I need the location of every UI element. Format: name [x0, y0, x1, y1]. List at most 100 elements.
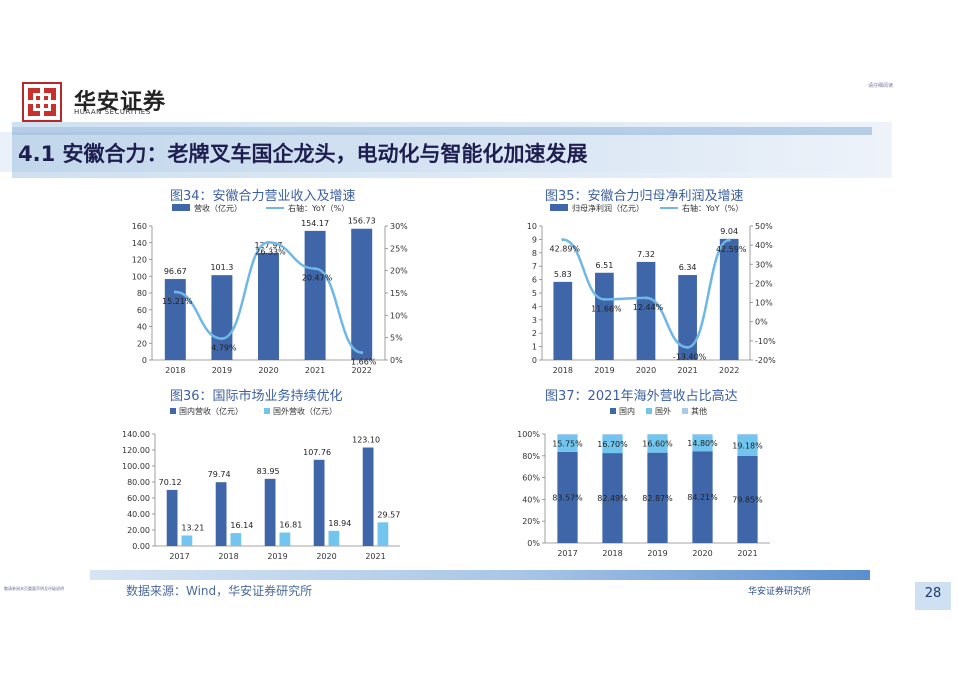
yoy-point-2022: [727, 238, 731, 242]
bar-2022: [351, 228, 373, 360]
x-tick-label: 2019: [212, 366, 232, 375]
bar-value-label: 13.21: [181, 523, 204, 532]
y-tick-label: 0: [142, 356, 147, 365]
x-tick-label: 2017: [557, 549, 577, 558]
footer-bar: [90, 570, 870, 580]
stack-1-2017: [557, 434, 578, 452]
x-tick-label: 2020: [692, 549, 712, 558]
yoy-value-label: 42.89%: [550, 245, 581, 254]
y2-tick-label: 5%: [390, 334, 403, 343]
y2-tick-label: 20%: [755, 279, 773, 288]
banner-band: [12, 127, 872, 135]
legend-swatch-domestic: [170, 408, 176, 414]
yoy-value-label: -13.40%: [673, 352, 707, 361]
stack-value-label: 16.70%: [597, 440, 628, 449]
bar-value-label: 5.83: [554, 270, 572, 279]
bar-value-label: 70.12: [159, 478, 182, 487]
legend-label-0: 国内: [619, 406, 635, 416]
bar-2022: [719, 238, 739, 360]
legend-label-line: 右轴：YoY（%）: [288, 203, 349, 213]
chart-title-37: 图37：2021年海外营收占比高达: [545, 389, 738, 404]
yoy-value-label: 42.59%: [716, 245, 747, 254]
bar-domestic-2020: [313, 459, 325, 546]
y-tick-label: 3: [532, 316, 537, 325]
x-tick-label: 2020: [258, 366, 278, 375]
legend-label-bar: 营收（亿元）: [194, 203, 242, 213]
x-tick-label: 2021: [737, 549, 757, 558]
y-tick-label: 1: [532, 343, 537, 352]
chart-revenue-growth: 营收（亿元） 右轴：YoY（%） 0 20 40 60 80 100 120 140 160 0% 5%…: [132, 203, 408, 375]
y-tick-label: 80%: [522, 452, 540, 461]
y-tick-label: 0%: [527, 539, 540, 548]
chart-title-34: 图34：安徽合力营业收入及增速: [170, 189, 356, 204]
y-tick-label: 60%: [522, 474, 540, 483]
bar-2019: [595, 272, 614, 360]
y-tick-label: 100: [132, 272, 147, 281]
stack-1-2021: [737, 435, 758, 456]
stack-1-2019: [647, 434, 668, 453]
legend-swatch-0: [610, 408, 616, 414]
bar-2018: [164, 279, 186, 360]
bar-domestic-2018: [215, 482, 227, 546]
yoy-value-label: 4.79%: [211, 344, 237, 353]
x-tick-label: 2020: [636, 366, 656, 375]
legend-swatch-bar: [550, 204, 568, 211]
yoy-value-label: 12.44%: [633, 303, 664, 312]
y-tick-label: 4: [532, 302, 537, 311]
y-tick-label: 0: [532, 356, 537, 365]
stack-0-2019: [647, 452, 668, 543]
yoy-point-2022: [360, 351, 364, 355]
bar-value-label: 16.81: [279, 521, 302, 530]
stack-2-2019: [647, 434, 668, 435]
bar-value-label: 107.76: [303, 448, 331, 457]
bar-domestic-2017: [166, 489, 178, 546]
x-tick-label: 2018: [218, 552, 238, 561]
yoy-point-2019: [220, 337, 224, 341]
stack-2-2018: [602, 434, 623, 435]
bar-2021: [304, 230, 326, 360]
y2-tick-label: 50%: [755, 222, 773, 231]
stack-2-2017: [557, 434, 578, 435]
bar-value-label: 154.17: [301, 219, 329, 228]
stack-value-label: 14.80%: [687, 439, 718, 448]
y2-tick-label: 10%: [390, 311, 408, 320]
bar-value-label: 156.73: [348, 217, 376, 226]
bar-value-label: 29.57: [377, 510, 400, 519]
yoy-point-2018: [561, 238, 565, 242]
x-tick-label: 2019: [267, 552, 287, 561]
y2-tick-label: 10%: [755, 299, 773, 308]
bar-value-label: 127.97: [255, 241, 283, 250]
stack-1-2020: [692, 435, 713, 452]
yoy-value-label: 26.33%: [255, 247, 286, 256]
legend-label-2: 其他: [691, 406, 707, 416]
y-tick-label: 40%: [522, 495, 540, 504]
chart-title-35: 图35：安徽合力归母净利润及增速: [545, 189, 744, 204]
chart-revenue-share: 国内 国外 其他 0% 20% 40% 60% 80% 100% 83.57% 15.75% 2017…: [517, 406, 770, 558]
yoy-value-label: 11.66%: [591, 304, 622, 313]
stack-value-label: 15.75%: [552, 439, 583, 448]
stack-value-label: 82.87%: [642, 494, 673, 503]
legend-label-1: 国外: [655, 406, 671, 416]
bar-foreign-2018: [230, 533, 242, 546]
y-tick-label: 100.00: [122, 462, 150, 471]
yoy-point-2019: [602, 297, 606, 301]
bar-foreign-2019: [279, 532, 291, 546]
stack-0-2021: [737, 455, 758, 543]
bar-foreign-2017: [181, 535, 193, 546]
bar-2020: [258, 252, 279, 360]
data-source: 数据来源：Wind，华安证券研究所: [126, 584, 313, 598]
legend-label-bar: 归母净利润（亿元）: [572, 203, 644, 213]
yoy-point-2021: [686, 345, 690, 349]
yoy-value-label: 1.66%: [351, 358, 377, 367]
bar-foreign-2021: [377, 522, 389, 546]
y2-tick-label: -20%: [755, 356, 776, 365]
y-tick-label: 20.00: [127, 526, 150, 535]
y2-tick-label: 15%: [390, 289, 408, 298]
y-tick-label: 140: [132, 239, 147, 248]
x-tick-label: 2020: [316, 552, 336, 561]
y-tick-label: 40: [137, 323, 147, 332]
y-tick-label: 7: [532, 262, 537, 271]
y-tick-label: 10: [527, 222, 537, 231]
y2-tick-label: 25%: [390, 244, 408, 253]
y2-tick-label: 0%: [755, 318, 768, 327]
